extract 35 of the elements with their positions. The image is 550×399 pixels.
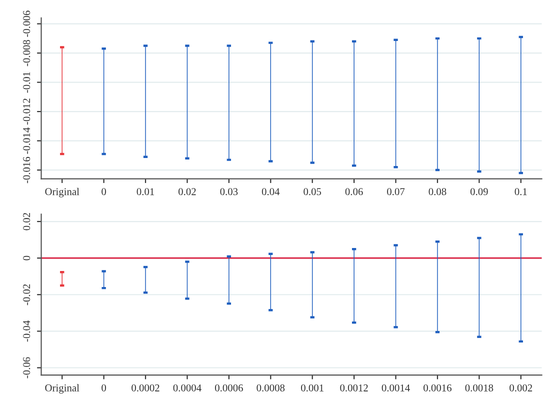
- x-tick-label: 0.0018: [465, 384, 494, 392]
- y-tick-label: -0.012: [23, 98, 30, 125]
- x-tick-label: 0.01: [136, 188, 154, 196]
- y-tick-label: -0.008: [23, 40, 30, 66]
- x-tick-label: 0.1: [514, 188, 527, 196]
- x-tick-label: 0.09: [470, 188, 488, 196]
- y-tick-label: -0.01: [23, 72, 30, 93]
- x-tick-label: 0.0012: [340, 384, 368, 392]
- x-tick-label: 0: [102, 188, 106, 196]
- y-tick-label: 0: [23, 256, 30, 260]
- x-tick-label: 0: [102, 384, 106, 392]
- x-tick-label: 0.0014: [382, 384, 410, 392]
- y-tick-label: -0.014: [23, 128, 30, 154]
- x-tick-label: 0.03: [220, 188, 238, 196]
- x-tick-label: 0.0006: [215, 384, 243, 392]
- x-tick-label: 0.002: [510, 384, 532, 392]
- y-tick-label: -0.006: [23, 10, 30, 37]
- x-tick-label: Original: [45, 384, 80, 394]
- x-tick-label: 0.0016: [424, 384, 452, 392]
- y-tick-label: -0.04: [23, 320, 30, 342]
- x-tick-label: 0.08: [428, 188, 446, 196]
- x-tick-label: 0.001: [301, 384, 324, 392]
- y-tick-label: -0.06: [23, 357, 30, 378]
- x-tick-label: 0.06: [345, 188, 363, 196]
- x-tick-label: 0.05: [304, 188, 322, 196]
- x-tick-label: 0.0008: [256, 384, 285, 392]
- x-tick-label: 0.02: [178, 188, 196, 196]
- x-tick-label: 0.0002: [132, 384, 160, 392]
- x-tick-label: 0.0004: [173, 384, 202, 392]
- y-tick-label: -0.016: [23, 156, 30, 184]
- y-tick-label: -0.02: [23, 284, 30, 306]
- x-tick-label: 0.07: [387, 188, 405, 196]
- y-tick-label: 0.02: [23, 212, 30, 230]
- x-tick-label: 0.04: [262, 188, 280, 196]
- x-tick-label: Original: [45, 188, 80, 198]
